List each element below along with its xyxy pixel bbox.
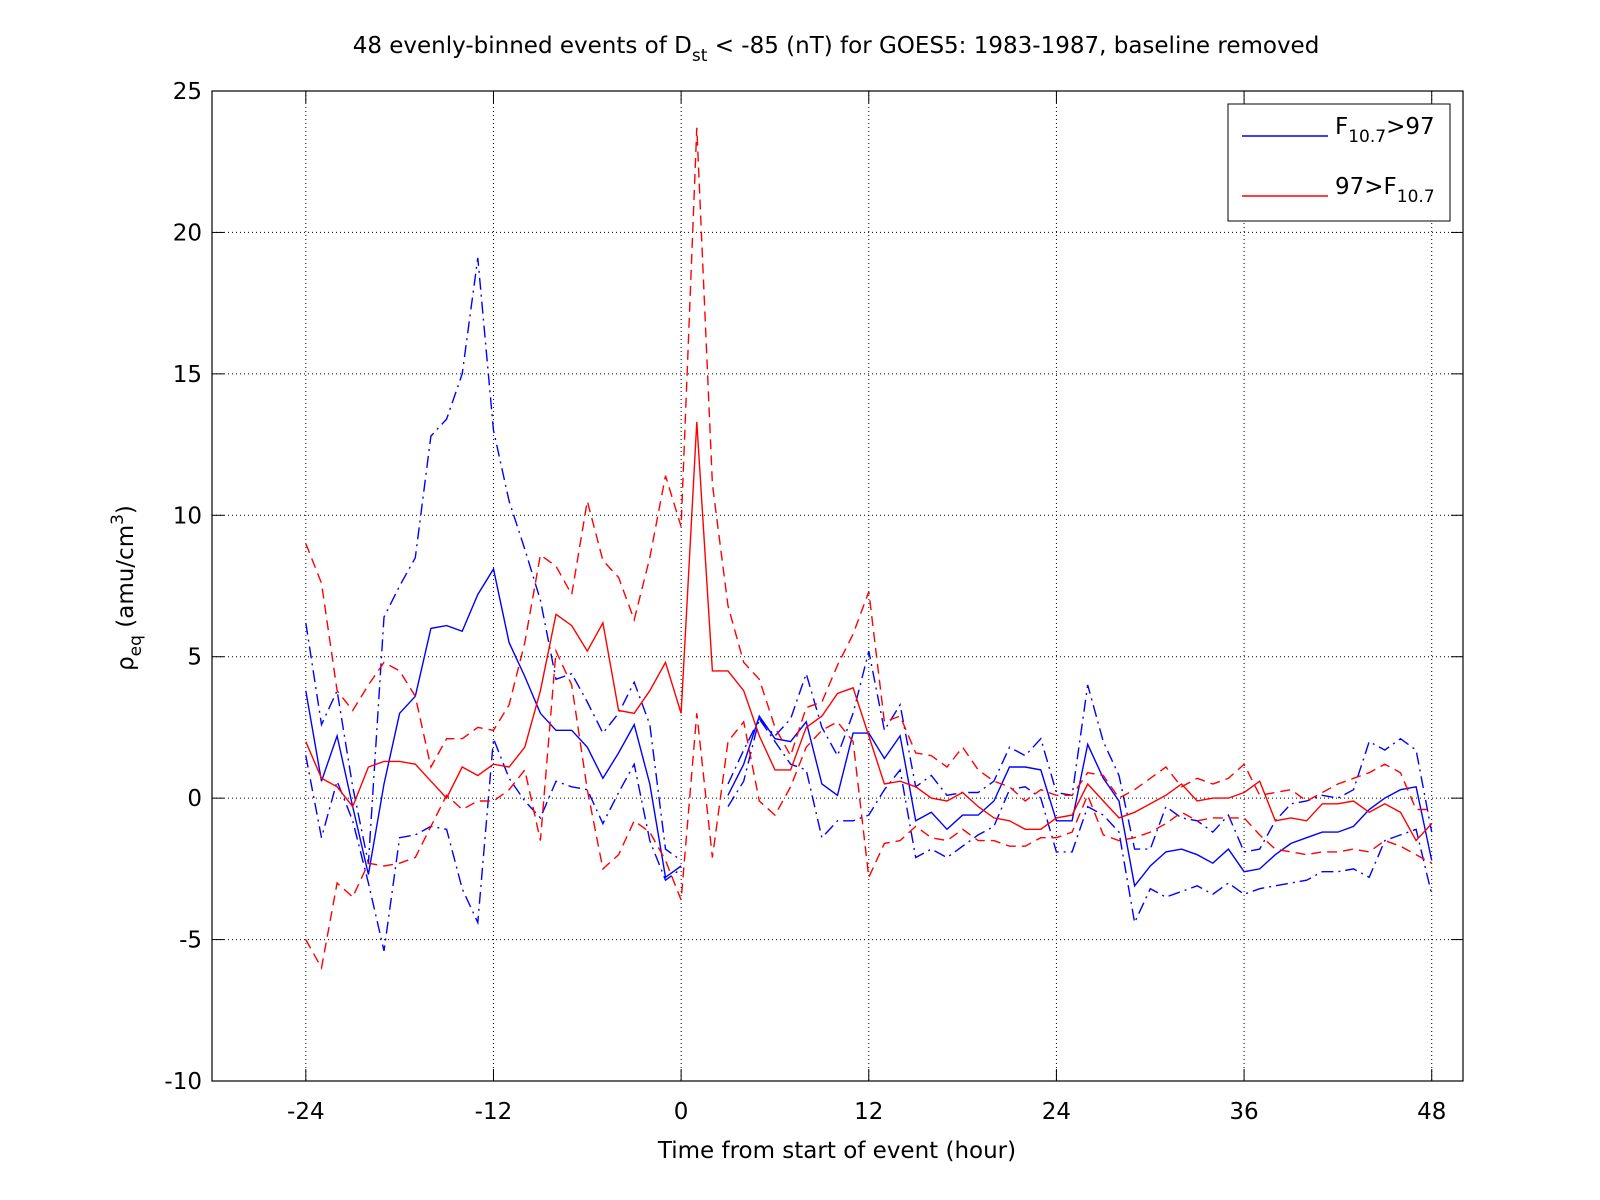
y-axis-label-part: ) — [113, 505, 139, 514]
y-axis-label: ρeq (amu/cm3) — [108, 505, 146, 671]
y-tick-label: 15 — [173, 362, 202, 388]
axes-box — [211, 90, 1464, 1082]
y-axis-label-part: 3 — [108, 514, 128, 525]
data-line — [305, 127, 1432, 811]
y-tick-label: 0 — [187, 786, 202, 812]
x-tick-label: 36 — [1229, 1099, 1258, 1125]
y-tick-label: -5 — [179, 928, 202, 954]
x-tick-label: -24 — [287, 1099, 325, 1125]
chart-title: 48 evenly-binned events of Dst < -85 (nT… — [353, 33, 1320, 66]
legend-label: F10.7>97 — [1335, 114, 1435, 147]
y-tick-label: 10 — [173, 503, 202, 529]
x-tick-label: 48 — [1417, 1099, 1446, 1125]
x-tick-label: -12 — [475, 1099, 513, 1125]
y-tick-label: 20 — [173, 220, 202, 246]
y-axis-label-part: eq — [126, 635, 146, 656]
x-tick-label: 24 — [1042, 1099, 1071, 1125]
x-tick-label: 12 — [854, 1099, 883, 1125]
x-axis-label: Time from start of event (hour) — [657, 1138, 1016, 1164]
legend-label: 97>F10.7 — [1335, 174, 1435, 207]
chart-title-part: < -85 (nT) for GOES5: 1983-1987, baselin… — [707, 33, 1319, 59]
data-line — [305, 717, 1433, 952]
y-axis-label-part: (amu/cm — [113, 525, 139, 635]
legend-label-part: 97>F — [1335, 174, 1397, 200]
data-line — [305, 421, 1433, 842]
y-axis-label-part: ρ — [113, 656, 139, 671]
y-tick-label: -10 — [164, 1069, 202, 1095]
legend-label-part: 10.7 — [1348, 127, 1386, 147]
y-tick-label: 25 — [173, 79, 202, 105]
legend-label-part: >97 — [1386, 114, 1435, 140]
y-tick-label: 5 — [187, 645, 202, 671]
legend-label-part: 10.7 — [1397, 187, 1435, 207]
data-line — [305, 567, 1433, 888]
legend-box — [1227, 103, 1451, 222]
chart-title-part: 48 evenly-binned events of D — [353, 33, 692, 59]
legend-label-part: F — [1335, 114, 1348, 140]
chart-title-part: st — [692, 46, 708, 66]
x-axis-label-part: Time from start of event (hour) — [657, 1138, 1016, 1164]
x-tick-label: 0 — [674, 1099, 689, 1125]
